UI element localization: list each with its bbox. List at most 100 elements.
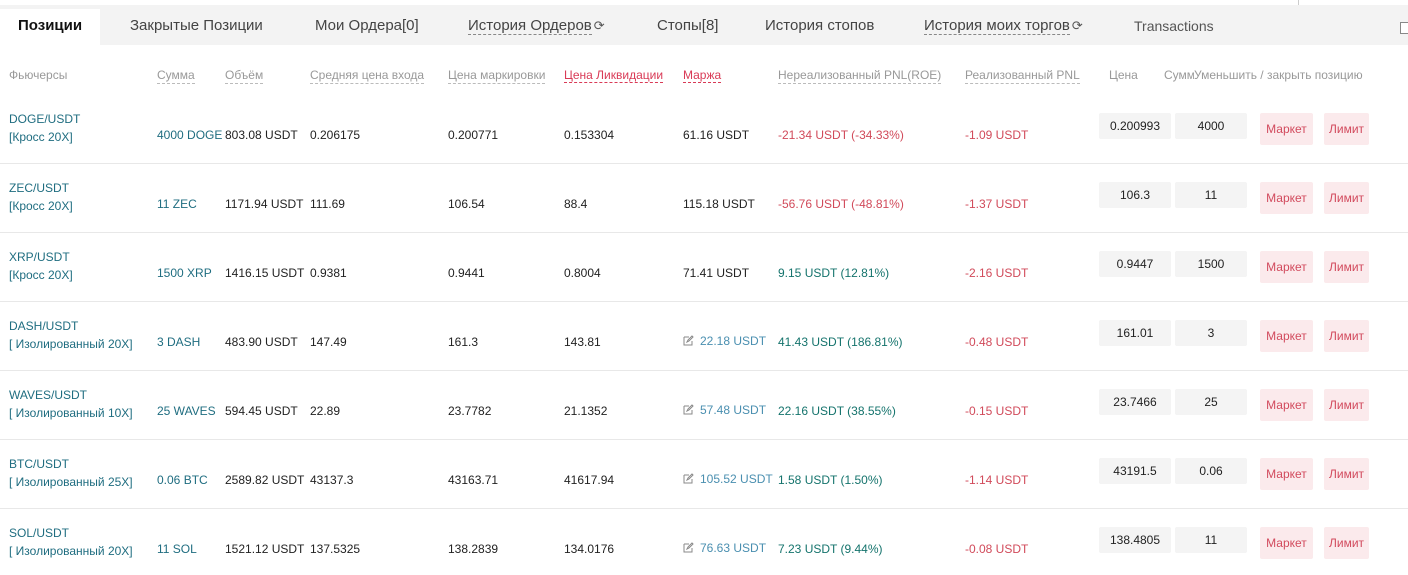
margin-mode: [ Изолированный 25X] <box>9 475 133 489</box>
edit-icon[interactable] <box>683 542 694 553</box>
close-quantity-input[interactable]: 11 <box>1175 527 1247 553</box>
realized-pnl-value: -1.14 USDT <box>965 473 1029 487</box>
unrealized-pnl-value: 1.58 USDT (1.50%) <box>778 473 883 487</box>
entry-price-value: 0.206175 <box>310 128 361 142</box>
entry-price-value: 137.5325 <box>310 542 361 556</box>
header-amount: Сумма <box>157 68 195 84</box>
margin-value[interactable]: 22.18 USDT <box>683 334 766 348</box>
edit-icon[interactable] <box>683 335 694 346</box>
symbol-cell[interactable]: DASH/USDT [ Изолированный 20X] <box>9 317 133 353</box>
liquidation-price-value: 88.4 <box>564 197 588 211</box>
volume-value: 1416.15 USDT <box>225 266 305 280</box>
limit-close-button[interactable]: Лимит <box>1324 389 1369 421</box>
edit-icon[interactable] <box>683 473 694 484</box>
realized-pnl-value: -0.48 USDT <box>965 335 1029 349</box>
close-quantity-input[interactable]: 4000 <box>1175 113 1247 139</box>
limit-close-button[interactable]: Лимит <box>1324 251 1369 283</box>
volume-value: 2589.82 USDT <box>225 473 305 487</box>
limit-close-button[interactable]: Лимит <box>1324 182 1369 214</box>
close-price-input[interactable]: 43191.5 <box>1099 458 1171 484</box>
tab-label: Мои Ордера[0] <box>315 17 419 34</box>
mark-price-value: 23.7782 <box>448 404 492 418</box>
margin-mode: [ Изолированный 20X] <box>9 544 133 558</box>
tab-my-orders[interactable]: Мои Ордера[0] <box>315 9 419 45</box>
amount-value: 25 WAVES <box>157 404 216 418</box>
limit-close-button[interactable]: Лимит <box>1324 113 1369 145</box>
tab-order-history[interactable]: История Ордеров ⟳ <box>468 9 605 45</box>
liquidation-price-value: 21.1352 <box>564 404 608 418</box>
close-quantity-input[interactable]: 3 <box>1175 320 1247 346</box>
tab-label: Закрытые Позиции <box>130 17 263 34</box>
position-row: XRP/USDT [Кросс 20X] 1500 XRP 1416.15 USDT 0… <box>0 233 1408 302</box>
tab-closed-positions[interactable]: Закрытые Позиции <box>130 9 263 45</box>
tab-label: Позиции <box>18 17 83 34</box>
symbol-cell[interactable]: WAVES/USDT [ Изолированный 10X] <box>9 386 133 422</box>
margin-value[interactable]: 105.52 USDT <box>683 472 773 486</box>
unrealized-pnl-value: 22.16 USDT (38.55%) <box>778 404 896 418</box>
symbol-cell[interactable]: SOL/USDT [ Изолированный 20X] <box>9 524 133 560</box>
mark-price-value: 0.200771 <box>448 128 499 142</box>
refresh-icon[interactable]: ⟳ <box>1071 18 1083 33</box>
liquidation-price-value: 134.0176 <box>564 542 615 556</box>
close-quantity-input[interactable]: 0.06 <box>1175 458 1247 484</box>
symbol-cell[interactable]: ZEC/USDT [Кросс 20X] <box>9 179 73 215</box>
market-close-button[interactable]: Маркет <box>1260 251 1313 283</box>
margin-value[interactable]: 57.48 USDT <box>683 403 766 417</box>
close-price-input[interactable]: 161.01 <box>1099 320 1171 346</box>
tab-label: Стопы[8] <box>657 17 719 34</box>
market-close-button[interactable]: Маркет <box>1260 182 1313 214</box>
market-close-button[interactable]: Маркет <box>1260 113 1313 145</box>
realized-pnl-value: -0.08 USDT <box>965 542 1029 556</box>
symbol-cell[interactable]: DOGE/USDT [Кросс 20X] <box>9 110 80 146</box>
close-quantity-input[interactable]: 11 <box>1175 182 1247 208</box>
header-volume: Объём <box>225 68 264 84</box>
tab-label: История Ордеров <box>468 17 592 35</box>
close-price-input[interactable]: 106.3 <box>1099 182 1171 208</box>
header-futures: Фьючерсы <box>9 68 68 82</box>
edit-icon[interactable] <box>683 404 694 415</box>
margin-value: 61.16 USDT <box>683 128 750 142</box>
mark-price-value: 161.3 <box>448 335 479 349</box>
close-quantity-input[interactable]: 1500 <box>1175 251 1247 277</box>
liquidation-price-value: 0.8004 <box>564 266 601 280</box>
mark-price-value: 106.54 <box>448 197 485 211</box>
margin-value: 71.41 USDT <box>683 266 750 280</box>
margin-value[interactable]: 76.63 USDT <box>683 541 766 555</box>
tab-stop-history[interactable]: История стопов <box>765 9 874 45</box>
refresh-icon[interactable]: ⟳ <box>593 18 605 33</box>
unrealized-pnl-value: -21.34 USDT (-34.33%) <box>778 128 904 142</box>
header-unrealized-pnl: Нереализованный PNL(ROE) <box>778 68 942 84</box>
close-price-input[interactable]: 23.7466 <box>1099 389 1171 415</box>
entry-price-value: 111.69 <box>310 197 345 211</box>
tab-my-trade-history[interactable]: История моих торгов ⟳ <box>924 9 1083 45</box>
unrealized-pnl-value: -56.76 USDT (-48.81%) <box>778 197 904 211</box>
tab-stops[interactable]: Стопы[8] <box>657 9 718 45</box>
close-price-input[interactable]: 0.9447 <box>1099 251 1171 277</box>
symbol-pair: ZEC/USDT <box>9 181 69 195</box>
market-close-button[interactable]: Маркет <box>1260 458 1313 490</box>
tab-transactions[interactable]: Transactions <box>1134 9 1214 45</box>
limit-close-button[interactable]: Лимит <box>1324 527 1369 559</box>
symbol-cell[interactable]: XRP/USDT [Кросс 20X] <box>9 248 73 284</box>
margin-amount: 105.52 USDT <box>700 472 773 486</box>
amount-value: 1500 XRP <box>157 266 212 280</box>
close-price-input[interactable]: 0.200993 <box>1099 113 1171 139</box>
tab-label: Transactions <box>1134 18 1214 34</box>
market-close-button[interactable]: Маркет <box>1260 527 1313 559</box>
close-price-input[interactable]: 138.4805 <box>1099 527 1171 553</box>
header-entry-price: Средняя цена входа <box>310 68 425 84</box>
limit-close-button[interactable]: Лимит <box>1324 320 1369 352</box>
market-close-button[interactable]: Маркет <box>1260 320 1313 352</box>
limit-close-button[interactable]: Лимит <box>1324 458 1369 490</box>
close-quantity-input[interactable]: 25 <box>1175 389 1247 415</box>
market-close-button[interactable]: Маркет <box>1260 389 1313 421</box>
symbol-cell[interactable]: BTC/USDT [ Изолированный 25X] <box>9 455 133 491</box>
entry-price-value: 43137.3 <box>310 473 354 487</box>
margin-amount: 57.48 USDT <box>700 403 767 417</box>
tab-positions[interactable]: Позиции <box>0 9 101 45</box>
tab-label: История моих торгов <box>924 17 1070 35</box>
hide-checkbox[interactable] <box>1400 22 1408 34</box>
margin-mode: [Кросс 20X] <box>9 268 73 282</box>
header-realized-pnl: Реализованный PNL <box>965 68 1080 84</box>
liquidation-price-value: 143.81 <box>564 335 601 349</box>
